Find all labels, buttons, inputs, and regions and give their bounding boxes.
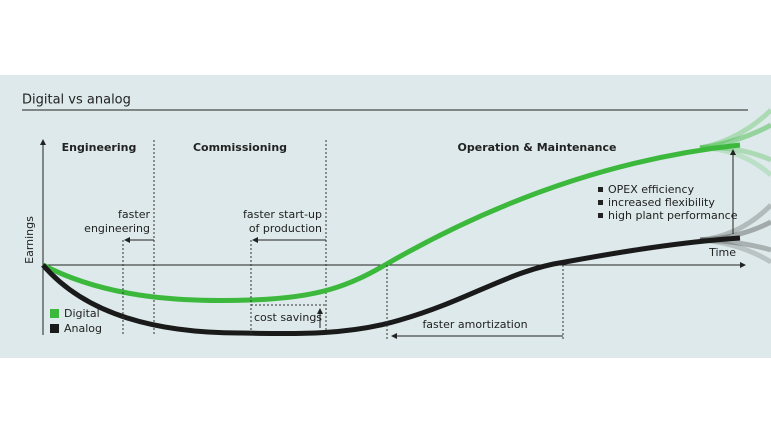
title: Digital vs analog bbox=[22, 93, 131, 108]
annotation: faster start-up bbox=[243, 208, 322, 221]
annotation: faster amortization bbox=[422, 318, 527, 331]
bullet bbox=[598, 187, 603, 192]
annotation: engineering bbox=[84, 222, 150, 235]
legend-label: Analog bbox=[64, 322, 102, 335]
annotation: faster bbox=[118, 208, 150, 221]
annotation: of production bbox=[249, 222, 322, 235]
phase-label: Commissioning bbox=[193, 141, 287, 154]
benefit: high plant performance bbox=[608, 209, 738, 222]
digital-curve bbox=[41, 142, 741, 304]
annotation: cost savings bbox=[254, 311, 322, 324]
panel bbox=[0, 75, 771, 358]
bullet bbox=[598, 213, 603, 218]
benefit: increased flexibility bbox=[608, 196, 715, 209]
phase-label: Engineering bbox=[62, 141, 137, 154]
analog-curve bbox=[41, 235, 741, 336]
legend-swatch bbox=[50, 324, 59, 333]
y-label: Earnings bbox=[23, 216, 36, 264]
legend-label: Digital bbox=[64, 307, 100, 320]
x-label: Time bbox=[708, 246, 736, 259]
benefit: OPEX efficiency bbox=[608, 183, 695, 196]
bullet bbox=[598, 200, 603, 205]
phase-label: Operation & Maintenance bbox=[458, 141, 617, 154]
legend-swatch bbox=[50, 309, 59, 318]
